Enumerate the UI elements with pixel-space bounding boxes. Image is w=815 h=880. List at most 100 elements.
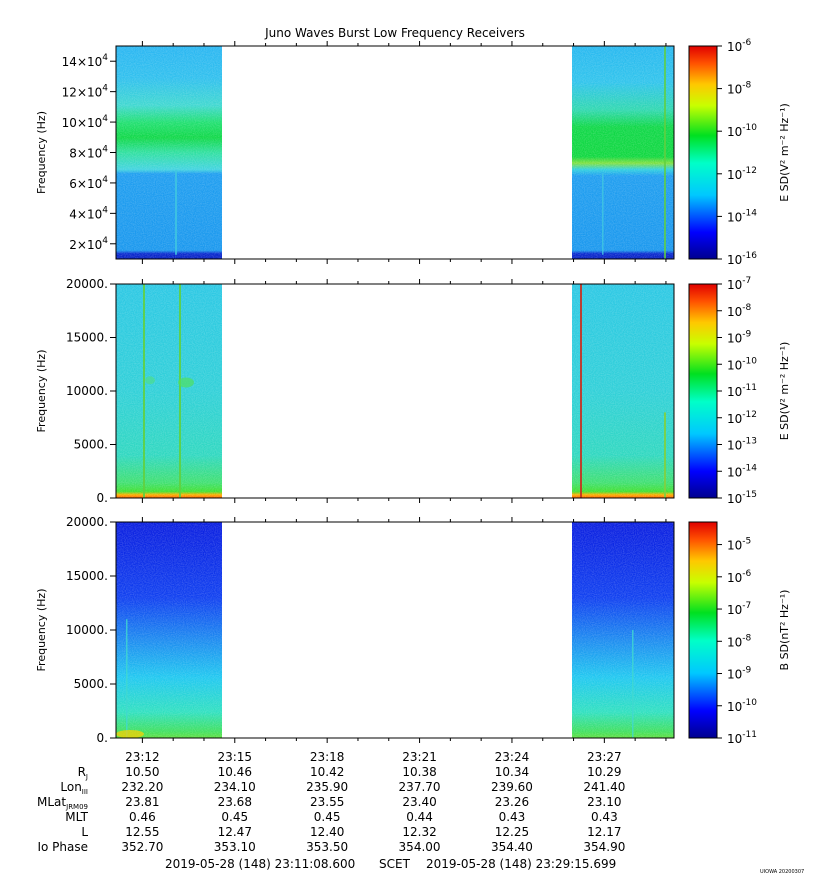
ephemeris-table: RJ 10.50 10.46 10.42 10.38 10.34 10.29 LonIII 23… (37, 765, 625, 854)
ephem-value: 241.40 (583, 780, 625, 794)
ephem-value: 23.10 (587, 795, 621, 809)
y-axis-label: Frequency (Hz) (35, 350, 48, 433)
ephem-value: 235.90 (306, 780, 348, 794)
y-tick-label: 14×104 (62, 53, 109, 69)
x-tick-label: 23:18 (310, 750, 345, 764)
colorbar-label: E SD(V² m⁻² Hz⁻¹) (778, 342, 791, 441)
ephem-value: 12.25 (495, 825, 529, 839)
colorbar-2: 10-7 10-8 10-9 10-10 10-11 10-12 10-13 10-14 10-… (688, 276, 791, 506)
ephem-value: 12.32 (402, 825, 436, 839)
ephem-value: 232.20 (121, 780, 163, 794)
colorbar-tick-label: 10-5 (727, 537, 751, 553)
y-axis-label: Frequency (Hz) (35, 111, 48, 194)
panel-2: 0. 5000. 10000. 15000. 20000. Frequency (Hz) (35, 277, 675, 505)
colorbar-tick-label: 10-13 (727, 437, 757, 453)
y-tick-label: 15000. (66, 569, 108, 583)
spectrogram-panels: 2×104 4×104 6×104 8×104 10×104 12×104 14×104 Fr… (35, 41, 675, 745)
y-tick-label: 2×104 (69, 236, 108, 252)
colorbar-tick-label: 10-14 (727, 463, 757, 479)
interference-line (175, 169, 177, 255)
interference-line (664, 46, 666, 259)
ephem-value: 353.50 (306, 840, 348, 854)
colorbar-3: 10-5 10-6 10-7 10-8 10-9 10-10 10-11 B SD(nT² H… (688, 521, 791, 746)
ephem-value: 353.10 (214, 840, 256, 854)
colorbar-tick-label: 10-14 (727, 208, 757, 224)
footer-end-time: 2019-05-28 (148) 23:29:15.699 (426, 857, 616, 871)
ephem-value: 234.10 (214, 780, 256, 794)
y-tick-label: 12×104 (62, 84, 109, 100)
colorbar-tick-label: 10-10 (727, 123, 757, 139)
colorbar-tick-label: 10-7 (727, 276, 751, 292)
colorbar-tick-label: 10-16 (727, 251, 757, 267)
emission-patch (145, 376, 155, 385)
colorbar-tick-label: 10-6 (727, 569, 752, 585)
y-axis-label: Frequency (Hz) (35, 589, 48, 672)
ephem-value: 10.50 (125, 765, 159, 779)
ephem-row-label: L (81, 825, 88, 839)
colorbar-tick-label: 10-11 (727, 730, 757, 746)
interference-line (664, 412, 666, 498)
colorbar-gradient (688, 521, 718, 739)
colorbar-gradient (688, 283, 718, 499)
interference-line (143, 284, 145, 498)
noise-texture-left (116, 522, 222, 738)
ephem-value: 239.60 (491, 780, 533, 794)
colorbar-tick-label: 10-11 (727, 383, 757, 399)
noise-texture-right (572, 522, 674, 738)
y-tick-label: 10000. (66, 623, 108, 637)
colorbar-tick-label: 10-12 (727, 410, 757, 426)
colorbar-tick-label: 10-10 (727, 356, 757, 372)
interference-line (602, 173, 604, 255)
interference-line (126, 619, 128, 738)
x-tick-label: 23:21 (402, 750, 437, 764)
x-tick-label: 23:15 (217, 750, 252, 764)
interference-line (179, 284, 181, 498)
ephem-value: 0.45 (314, 810, 341, 824)
chart-title: Juno Waves Burst Low Frequency Receivers (264, 26, 525, 40)
noise-texture-left (116, 46, 222, 259)
ephem-row-label: LonIII (60, 780, 88, 796)
ephem-row-label: MLT (65, 810, 88, 824)
ephem-value: 354.90 (583, 840, 625, 854)
colorbar-tick-label: 10-8 (727, 303, 752, 319)
y-tick-label: 20000. (66, 515, 108, 529)
panel-3: 0. 5000. 10000. 15000. 20000. Frequency (Hz) (35, 515, 675, 745)
y-tick-label: 15000. (66, 331, 108, 345)
colorbar-1: 10-6 10-8 10-10 10-12 10-14 10-16 E SD(V² m⁻² … (688, 38, 791, 267)
y-tick-label: 4×104 (69, 205, 108, 221)
ephem-value: 0.46 (129, 810, 156, 824)
ephem-value: 23.81 (125, 795, 159, 809)
y-tick-label: 20000. (66, 277, 108, 291)
ephem-value: 354.00 (399, 840, 441, 854)
footer-frame: SCET (379, 857, 411, 871)
x-tick-label: 23:12 (125, 750, 160, 764)
y-tick-label: 0. (97, 731, 108, 745)
uiowa-stamp: UIOWA 20200307 (760, 869, 804, 875)
ephem-value: 23.40 (402, 795, 436, 809)
y-tick-label: 5000. (74, 438, 108, 452)
interference-line (580, 284, 582, 498)
ephem-row-label: Io Phase (37, 840, 88, 854)
interference-line (632, 630, 634, 738)
ephem-value: 12.47 (218, 825, 252, 839)
ephem-value: 12.40 (310, 825, 344, 839)
colorbar-label: B SD(nT² Hz⁻¹) (778, 590, 791, 671)
ephem-value: 23.26 (495, 795, 529, 809)
y-tick-label: 6×104 (69, 175, 108, 191)
ephem-value: 10.38 (402, 765, 436, 779)
emission-patch (116, 730, 144, 738)
y-tick-label: 10×104 (62, 114, 109, 130)
colorbar-tick-label: 10-8 (727, 81, 752, 97)
ephem-value: 237.70 (399, 780, 441, 794)
y-tick-label: 8×104 (69, 145, 108, 161)
ephem-row-label: MLatJRM09 (37, 795, 88, 811)
ephem-value: 23.55 (310, 795, 344, 809)
ephem-value: 10.46 (218, 765, 252, 779)
colorbar-tick-label: 10-15 (727, 490, 757, 506)
ephem-value: 0.44 (406, 810, 433, 824)
ephem-value: 0.43 (499, 810, 526, 824)
ephem-value: 10.29 (587, 765, 621, 779)
ephem-value: 10.42 (310, 765, 344, 779)
ephem-value: 0.43 (591, 810, 618, 824)
